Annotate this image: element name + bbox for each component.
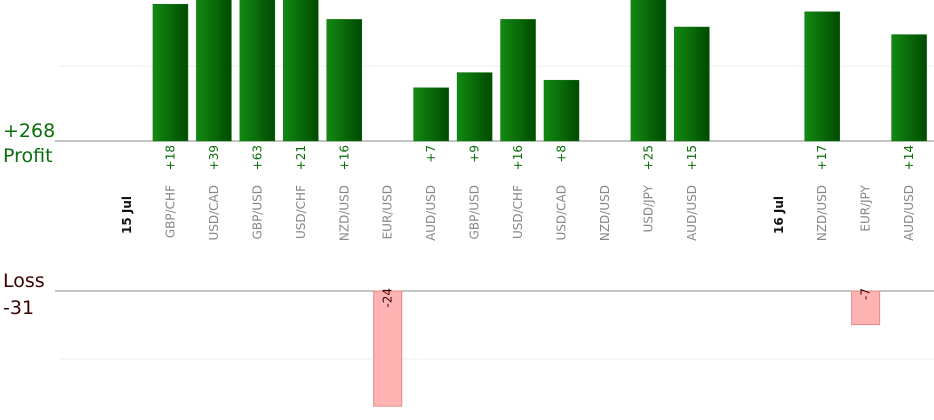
category-label: EUR/USD bbox=[381, 185, 395, 239]
loss-total: -31 bbox=[3, 297, 34, 319]
profit-bar bbox=[500, 19, 536, 142]
category-label: EUR/JPY bbox=[859, 184, 873, 231]
value-label: +25 bbox=[641, 145, 655, 170]
loss-bar bbox=[373, 290, 403, 407]
category-label: GBP/USD bbox=[250, 185, 264, 239]
profit-bar bbox=[630, 0, 667, 142]
value-label: +18 bbox=[163, 145, 177, 170]
profit-bar bbox=[891, 34, 927, 142]
category-label: AUD/USD bbox=[902, 185, 916, 241]
category-label: USD/CHF bbox=[511, 185, 525, 239]
date-label: 16 Jul bbox=[772, 196, 786, 234]
category-label: NZD/USD bbox=[337, 185, 351, 241]
value-label: +16 bbox=[511, 145, 525, 170]
value-label: +16 bbox=[337, 145, 351, 170]
value-label: +21 bbox=[294, 145, 308, 170]
value-label: -24 bbox=[381, 288, 395, 308]
category-label: GBP/USD bbox=[468, 185, 482, 239]
value-label: +63 bbox=[250, 145, 264, 170]
category-label: NZD/USD bbox=[815, 185, 829, 241]
profit-bar bbox=[239, 0, 276, 142]
value-label: -7 bbox=[859, 288, 873, 300]
profit-bar bbox=[152, 3, 189, 142]
category-label: GBP/CHF bbox=[163, 185, 177, 238]
loss-title: Loss bbox=[3, 270, 45, 292]
value-label: +9 bbox=[468, 145, 482, 163]
loss-bar bbox=[851, 290, 881, 326]
value-label: +8 bbox=[555, 145, 569, 163]
value-label: +17 bbox=[815, 145, 829, 170]
value-label: +15 bbox=[685, 145, 699, 170]
category-label: USD/CAD bbox=[207, 185, 221, 241]
value-label: +7 bbox=[424, 145, 438, 163]
profit-bar bbox=[456, 72, 493, 142]
profit-bar bbox=[543, 79, 580, 142]
category-label: NZD/USD bbox=[598, 185, 612, 241]
date-label: 15 Jul bbox=[120, 196, 134, 234]
value-label: +39 bbox=[207, 145, 221, 170]
profit-bar bbox=[804, 11, 840, 142]
profit-bar bbox=[413, 87, 449, 142]
profit-title: Profit bbox=[3, 145, 53, 167]
category-label: USD/CHF bbox=[294, 185, 308, 239]
category-label: USD/JPY bbox=[641, 184, 655, 232]
profit-bar bbox=[283, 0, 319, 142]
category-label: USD/CAD bbox=[555, 185, 569, 241]
profit-total: +268 bbox=[3, 120, 55, 142]
category-label: AUD/USD bbox=[685, 185, 699, 241]
category-label: AUD/USD bbox=[424, 185, 438, 241]
profit-bar bbox=[326, 19, 362, 142]
profit-bar bbox=[196, 0, 232, 142]
value-label: +14 bbox=[902, 145, 916, 170]
profit-bar bbox=[674, 26, 710, 142]
